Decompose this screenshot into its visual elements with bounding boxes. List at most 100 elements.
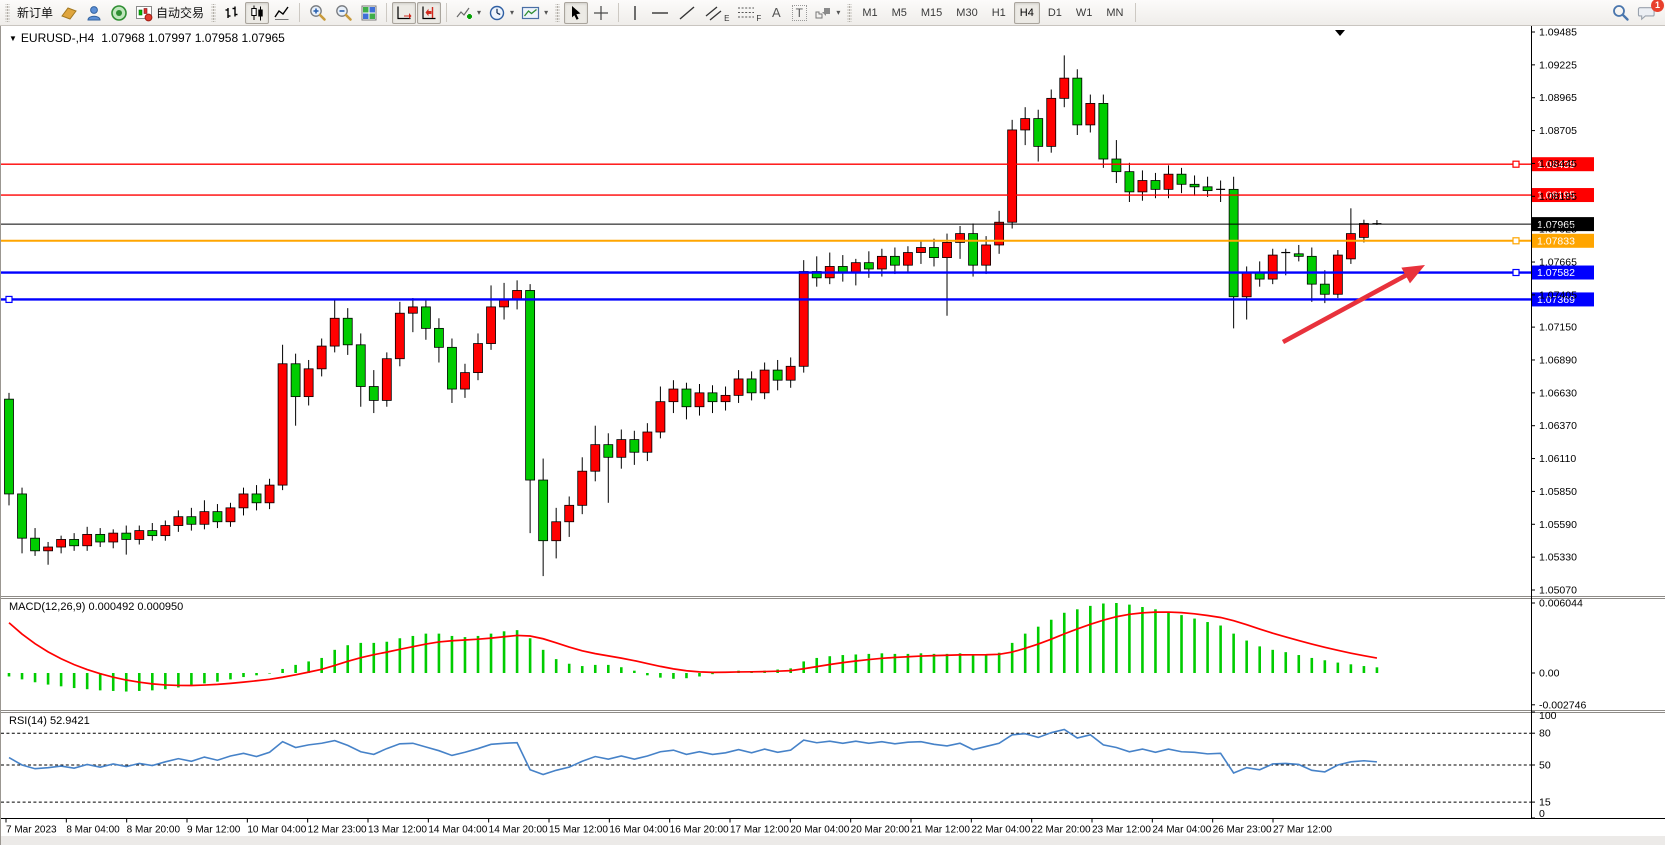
zoom-out-button[interactable] xyxy=(331,2,356,24)
indicators-button[interactable]: ▾ xyxy=(452,2,484,24)
text-button[interactable]: A xyxy=(765,2,787,24)
notifications-button[interactable]: 1 xyxy=(1634,0,1664,24)
timeframe-button-d1[interactable]: D1 xyxy=(1047,6,1062,19)
macd-indicator-label: MACD(12,26,9) 0.000492 0.000950 xyxy=(9,601,184,613)
macd-pane: 0.006044 0.00 -0.002746 xyxy=(7,598,1586,711)
chart-background xyxy=(1,26,1665,845)
time-axis[interactable]: 7 Mar 2023 8 Mar 04:00 8 Mar 20:00 9 Mar 12… xyxy=(5,818,1332,836)
ohlc-open: 1.07968 xyxy=(101,31,145,45)
tile-windows-button[interactable] xyxy=(357,2,381,24)
chart-dropdown-icon[interactable]: ▼ xyxy=(9,34,17,43)
svg-text:10 Mar 04:00: 10 Mar 04:00 xyxy=(247,825,306,836)
arrows-button[interactable]: ▾ xyxy=(811,2,843,24)
trendline-button[interactable] xyxy=(674,2,700,24)
notification-badge: 1 xyxy=(1651,0,1664,12)
svg-text:27 Mar 12:00: 27 Mar 12:00 xyxy=(1273,825,1332,836)
horizontal-line-button[interactable] xyxy=(647,2,673,24)
timeframe-button-mn[interactable]: MN xyxy=(1106,6,1124,19)
svg-text:20 Mar 20:00: 20 Mar 20:00 xyxy=(851,825,910,836)
candlestick-chart-icon xyxy=(251,5,263,20)
timeframe-button-w1[interactable]: W1 xyxy=(1075,6,1093,19)
svg-text:1.05330: 1.05330 xyxy=(1539,552,1577,564)
chart-shift-icon xyxy=(422,6,436,19)
chevron-down-icon: ▾ xyxy=(544,8,549,17)
svg-text:12 Mar 23:00: 12 Mar 23:00 xyxy=(308,825,367,836)
crosshair-icon xyxy=(594,5,609,20)
templates-button[interactable]: ▾ xyxy=(518,2,551,24)
zoom-in-button[interactable] xyxy=(305,2,330,24)
svg-text:1.08965: 1.08965 xyxy=(1539,92,1577,104)
crosshair-button[interactable] xyxy=(589,2,613,24)
chart-shift-marker-icon[interactable] xyxy=(1335,30,1345,36)
timeframe-button-h4[interactable]: H4 xyxy=(1013,1,1040,24)
fibonacci-button[interactable]: F xyxy=(733,2,764,24)
line-chart-button[interactable] xyxy=(270,2,294,24)
svg-text:1.08195: 1.08195 xyxy=(1537,190,1575,202)
auto-scroll-button[interactable] xyxy=(392,1,417,24)
new-order-button[interactable]: 新订单 xyxy=(14,2,56,24)
text-label-button[interactable]: T xyxy=(788,2,810,24)
timeframe-button-m5[interactable]: M5 xyxy=(891,6,907,19)
chevron-down-icon: ▾ xyxy=(477,8,482,17)
vertical-line-icon xyxy=(634,5,636,20)
auto-scroll-icon xyxy=(397,6,412,19)
svg-text:1.09485: 1.09485 xyxy=(1539,27,1577,39)
svg-text:1.07150: 1.07150 xyxy=(1539,322,1577,334)
periods-button[interactable]: ▾ xyxy=(485,2,517,24)
svg-text:1.05590: 1.05590 xyxy=(1539,519,1577,531)
svg-text:9 Mar 12:00: 9 Mar 12:00 xyxy=(187,825,241,836)
timeframe-button-m1[interactable]: M1 xyxy=(862,6,878,19)
signals-icon xyxy=(111,4,127,21)
svg-text:16 Mar 20:00: 16 Mar 20:00 xyxy=(670,825,729,836)
svg-text:23 Mar 12:00: 23 Mar 12:00 xyxy=(1092,825,1151,836)
ohlc-high: 1.07997 xyxy=(148,31,192,45)
svg-text:100: 100 xyxy=(1539,710,1557,722)
rsi-indicator-label: RSI(14) 52.9421 xyxy=(9,715,90,727)
bar-chart-button[interactable] xyxy=(220,2,244,24)
svg-text:50: 50 xyxy=(1539,760,1551,772)
timeframe-button-h1[interactable]: H1 xyxy=(991,6,1006,19)
equidistant-channel-button[interactable]: E xyxy=(701,2,732,24)
candlestick-chart-button[interactable] xyxy=(245,1,270,24)
horizontal-level-lines[interactable]: 1.08439 1.08195 1.07965 1.07833 1.07582 1.073… xyxy=(1,157,1594,307)
timeframe-button-m15[interactable]: M15 xyxy=(920,6,943,19)
price-chart-canvas[interactable]: 1.08439 1.08195 1.07965 1.07833 1.07582 1.073… xyxy=(1,26,1665,845)
svg-text:20 Mar 04:00: 20 Mar 04:00 xyxy=(790,825,849,836)
chevron-down-icon: ▾ xyxy=(510,8,515,17)
svg-text:1.06370: 1.06370 xyxy=(1539,420,1577,432)
channel-letter: E xyxy=(724,13,730,23)
pane-separator[interactable] xyxy=(1,710,1665,713)
template-icon xyxy=(521,6,540,19)
bar-chart-icon xyxy=(225,6,238,18)
svg-text:1.08185: 1.08185 xyxy=(1539,191,1577,203)
svg-text:21 Mar 12:00: 21 Mar 12:00 xyxy=(911,825,970,836)
pane-separator[interactable] xyxy=(1,596,1665,599)
toolbar-grip xyxy=(555,3,561,22)
timeframe-button-m30[interactable]: M30 xyxy=(956,6,978,19)
fibonacci-letter: F xyxy=(756,13,762,23)
svg-text:1.09225: 1.09225 xyxy=(1539,59,1577,71)
svg-text:-0.002746: -0.002746 xyxy=(1539,699,1586,711)
cursor-button[interactable] xyxy=(564,1,589,24)
community-button[interactable] xyxy=(82,2,106,24)
arrow-annotation[interactable] xyxy=(1281,265,1425,345)
vertical-line-button[interactable] xyxy=(624,2,646,24)
autotrade-label: 自动交易 xyxy=(156,6,205,20)
toolbar-separator xyxy=(446,3,448,22)
toolbar-separator xyxy=(618,3,620,22)
chart-shift-button[interactable] xyxy=(417,1,442,24)
toolbar: 新订单 自动交易 xyxy=(0,0,1665,26)
signals-button[interactable] xyxy=(107,2,131,24)
metaeditor-button[interactable] xyxy=(57,2,81,24)
candlesticks xyxy=(4,55,1382,577)
text-tool-letter: A xyxy=(771,5,781,20)
trendline-icon xyxy=(679,5,695,20)
autotrade-button[interactable]: 自动交易 xyxy=(132,2,207,24)
search-button[interactable] xyxy=(1608,2,1633,24)
hat-icon xyxy=(61,6,77,20)
svg-text:1.07965: 1.07965 xyxy=(1537,219,1575,231)
bottom-strip xyxy=(1,836,1665,845)
price-axis[interactable]: 1.09485 1.09225 1.08965 1.08705 1.08445 1.081… xyxy=(1531,27,1577,597)
svg-text:24 Mar 04:00: 24 Mar 04:00 xyxy=(1152,825,1211,836)
line-chart-icon xyxy=(274,6,289,20)
